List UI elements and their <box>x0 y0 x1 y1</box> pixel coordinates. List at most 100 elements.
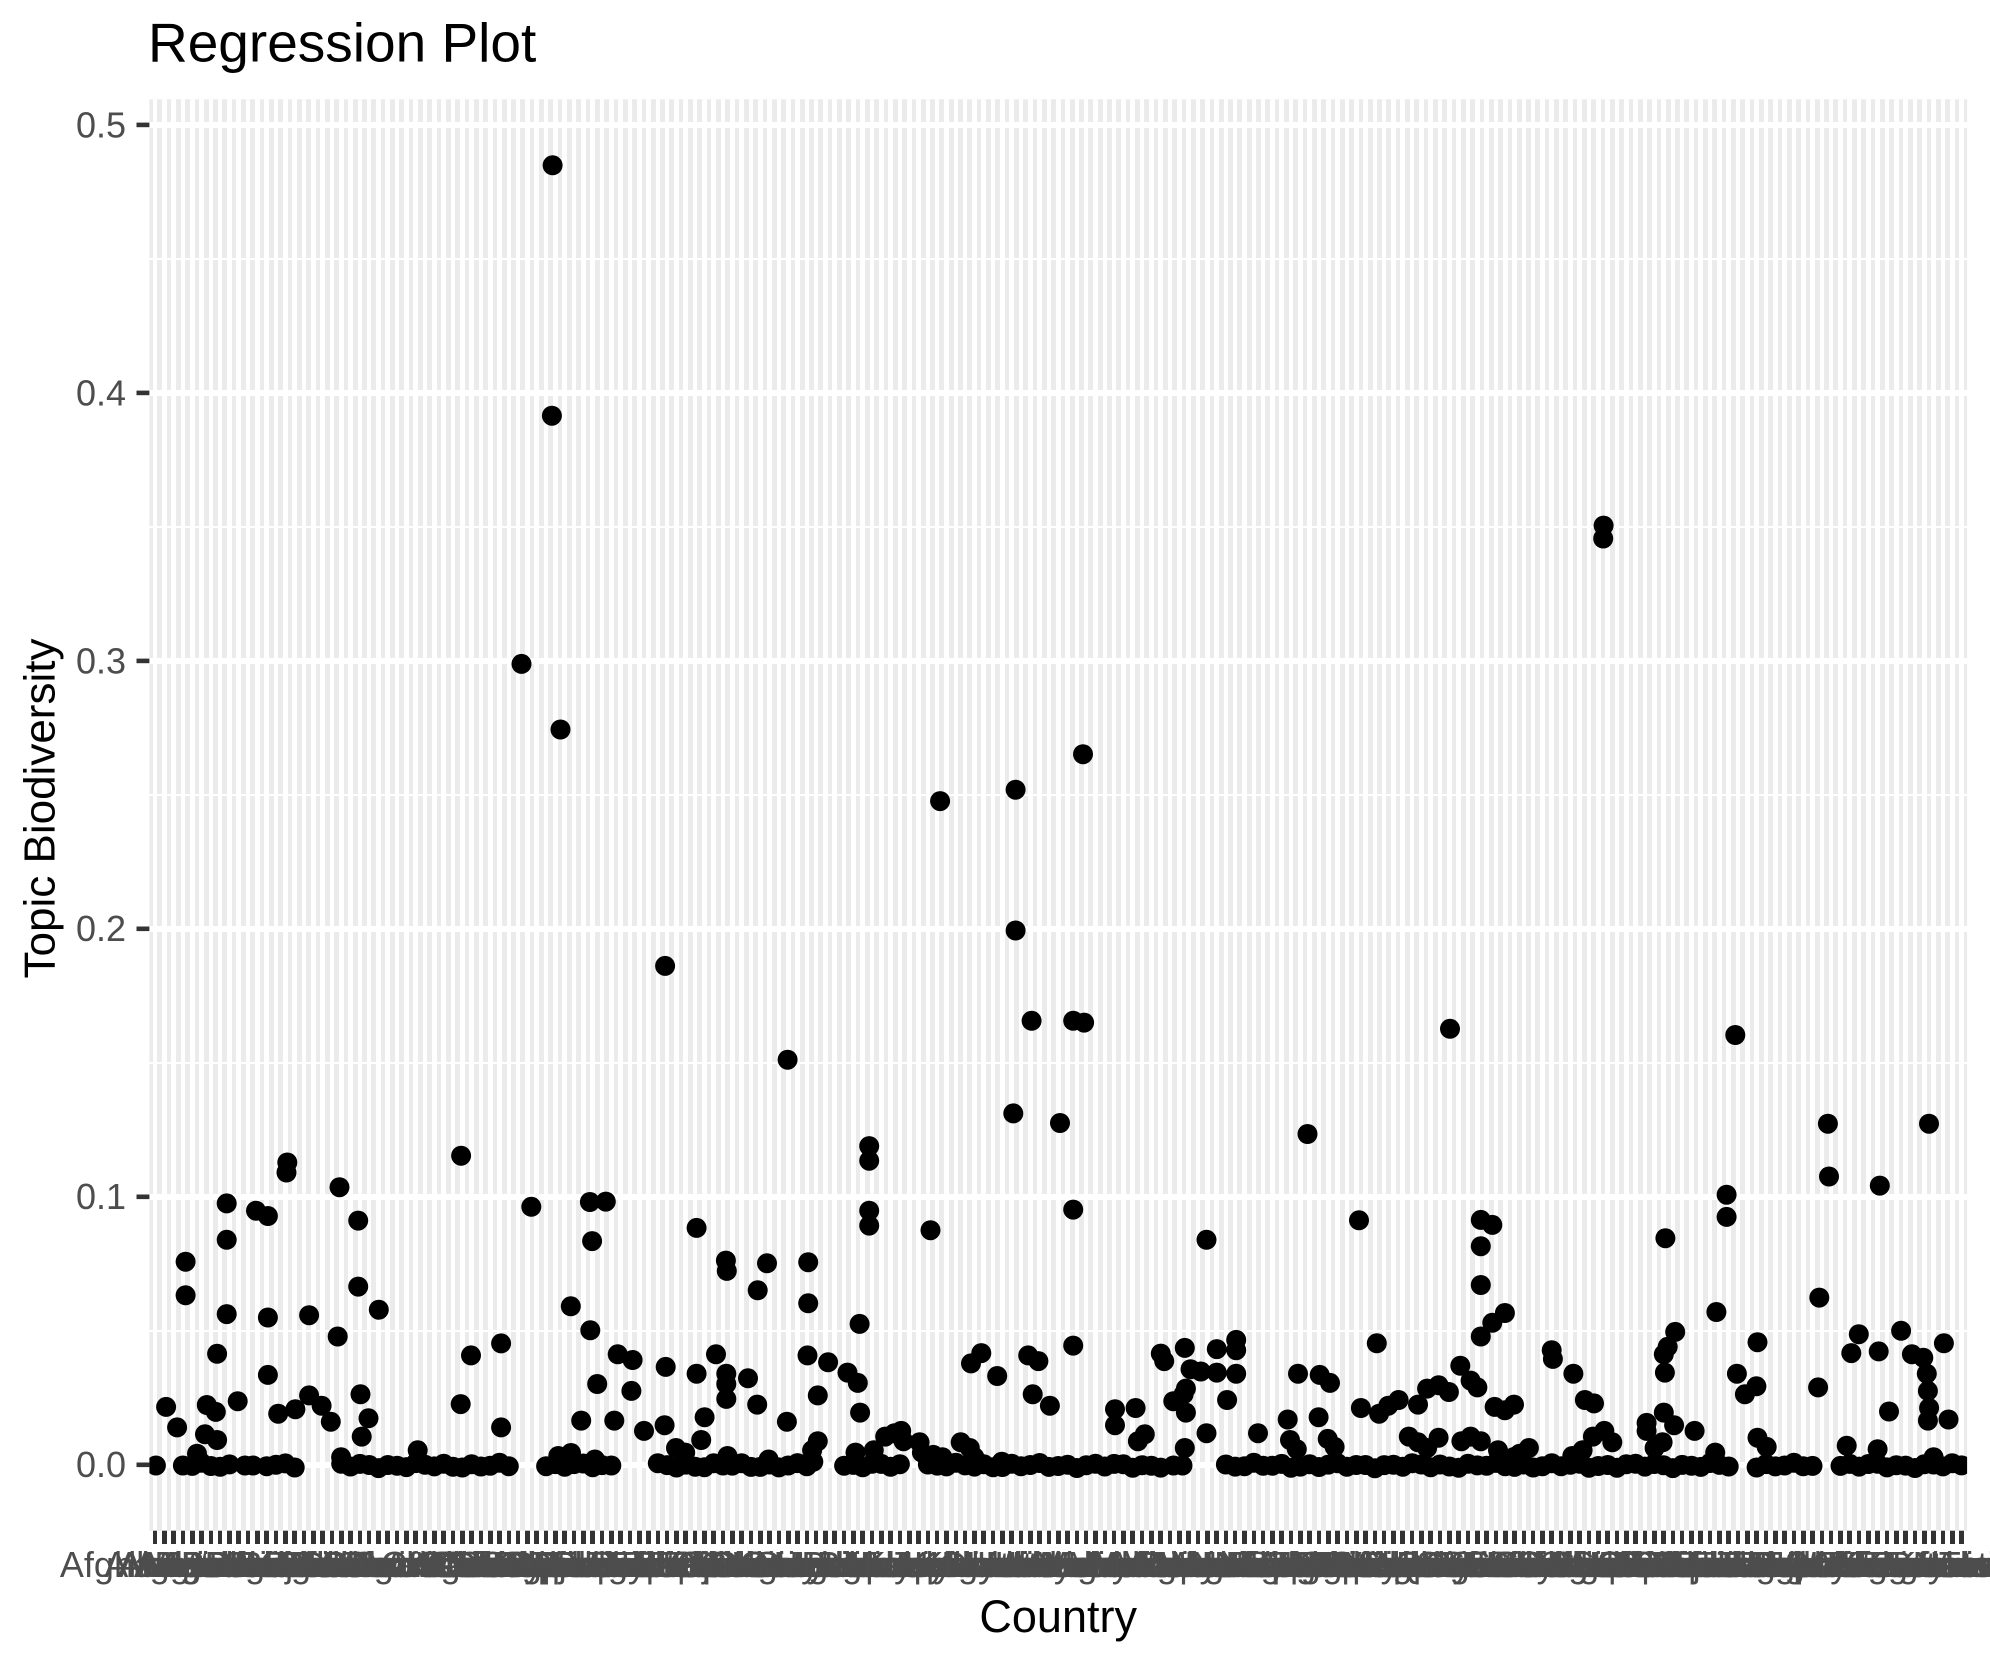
svg-text:Bahrain: Bahrain <box>205 1544 329 1585</box>
svg-text:Jamaica: Jamaica <box>861 1544 996 1585</box>
svg-text:Andorra: Andorra <box>119 1544 248 1585</box>
svg-text:Sri Lanka: Sri Lanka <box>1597 1544 1750 1585</box>
svg-text:Syrian Arab Republic: Syrian Arab Republic <box>1551 1544 1887 1585</box>
svg-text:Venezuela: Venezuela <box>1822 1544 1990 1585</box>
svg-text:Somalia: Somalia <box>1571 1544 1702 1585</box>
svg-text:Nepal: Nepal <box>1225 1544 1319 1585</box>
svg-text:Malta: Malta <box>1089 1544 1178 1585</box>
svg-text:Yemen: Yemen <box>1869 1544 1980 1585</box>
svg-text:Bolivia: Bolivia <box>288 1544 395 1585</box>
svg-text:Sweden: Sweden <box>1636 1544 1766 1585</box>
svg-text:Micronesia: Micronesia <box>1092 1544 1267 1585</box>
svg-text:Kiribati: Kiribati <box>919 1544 1029 1585</box>
svg-text:China: China <box>434 1544 529 1585</box>
svg-text:Democratic Republic of the Con: Democratic Republic of the Congo <box>300 1544 848 1585</box>
svg-text:Romania: Romania <box>1396 1544 1541 1585</box>
svg-text:Mauritius: Mauritius <box>1088 1544 1234 1585</box>
svg-text:Estonia: Estonia <box>607 1544 728 1585</box>
svg-text:Kenya: Kenya <box>914 1544 1017 1585</box>
svg-text:Austria: Austria <box>183 1544 296 1585</box>
svg-text:Anguilla: Anguilla <box>137 1544 266 1585</box>
svg-text:United Kingdom: United Kingdom <box>1722 1544 1978 1585</box>
svg-text:Switzerland: Switzerland <box>1617 1544 1803 1585</box>
svg-text:Palau: Palau <box>1319 1544 1411 1585</box>
svg-text:Ethiopia: Ethiopia <box>621 1544 752 1585</box>
svg-text:Armenia: Armenia <box>153 1544 288 1585</box>
svg-text:Saint Vincent and the Grenadin: Saint Vincent and the Grenadines <box>1246 1544 1784 1585</box>
svg-text:Kazakhstan: Kazakhstan <box>862 1544 1050 1585</box>
svg-text:Honduras: Honduras <box>757 1544 913 1585</box>
svg-text:Kuwait: Kuwait <box>930 1544 1038 1585</box>
svg-text:Djibouti: Djibouti <box>533 1544 653 1585</box>
svg-text:Mozambique: Mozambique <box>1132 1544 1338 1585</box>
svg-text:Paraguay: Paraguay <box>1316 1544 1470 1585</box>
svg-text:Ukraine: Ukraine <box>1769 1544 1893 1585</box>
svg-text:Uruguay: Uruguay <box>1810 1544 1946 1585</box>
svg-text:Cyprus: Cyprus <box>498 1544 612 1585</box>
svg-text:Bhutan: Bhutan <box>275 1544 389 1585</box>
svg-text:Morocco: Morocco <box>1157 1544 1295 1585</box>
svg-text:Iraq: Iraq <box>860 1544 922 1585</box>
svg-text:Ecuador: Ecuador <box>554 1544 688 1585</box>
svg-text:Croatia: Croatia <box>479 1544 596 1585</box>
svg-text:Marshall Islands: Marshall Islands <box>1012 1544 1272 1585</box>
svg-text:Vanuatu: Vanuatu <box>1831 1544 1962 1585</box>
svg-text:Oman: Oman <box>1298 1544 1396 1585</box>
svg-text:Guatemala: Guatemala <box>700 1544 877 1585</box>
svg-text:Cambodia: Cambodia <box>343 1544 508 1585</box>
svg-text:Portugal: Portugal <box>1364 1544 1498 1585</box>
svg-text:Costa Rica: Costa Rica <box>430 1544 607 1585</box>
svg-text:Germany: Germany <box>677 1544 825 1585</box>
svg-text:Regression Plot: Regression Plot <box>148 11 536 73</box>
svg-text:Tunisia: Tunisia <box>1727 1544 1843 1585</box>
svg-text:Turkmenistan: Turkmenistan <box>1695 1544 1912 1585</box>
svg-text:Eritrea: Eritrea <box>605 1544 712 1585</box>
svg-text:Cabo Verde: Cabo Verde <box>321 1544 511 1585</box>
svg-text:Nauru: Nauru <box>1214 1544 1312 1585</box>
svg-text:Georgia: Georgia <box>678 1544 807 1585</box>
svg-text:Indonesia: Indonesia <box>794 1544 951 1585</box>
svg-text:Lao Peoples Democratic Republi: Lao Peoples Democratic Republic <box>731 1544 1273 1585</box>
svg-text:Madagascar: Madagascar <box>987 1544 1185 1585</box>
svg-text:Kosovo: Kosovo <box>1892 1544 1990 1585</box>
svg-text:Malawi: Malawi <box>1039 1544 1151 1585</box>
svg-text:Suriname: Suriname <box>1614 1544 1768 1585</box>
svg-text:Albania: Albania <box>104 1544 225 1585</box>
svg-text:New Zealand: New Zealand <box>1185 1544 1397 1585</box>
svg-text:Tonga: Tonga <box>1717 1544 1816 1585</box>
svg-text:Azerbaijan: Azerbaijan <box>163 1544 333 1585</box>
svg-text:Cote dIvoire: Cote dIvoire <box>430 1544 624 1585</box>
svg-text:0.2: 0.2 <box>76 908 126 949</box>
svg-text:Nigeria: Nigeria <box>1262 1544 1377 1585</box>
svg-text:Poland: Poland <box>1365 1544 1477 1585</box>
svg-text:Greece: Greece <box>711 1544 829 1585</box>
svg-text:Burkina Faso: Burkina Faso <box>291 1544 503 1585</box>
svg-text:0.0: 0.0 <box>76 1444 126 1485</box>
svg-text:Iran: Iran <box>850 1544 912 1585</box>
svg-text:Comoros: Comoros <box>426 1544 572 1585</box>
svg-text:Uzbekistan: Uzbekistan <box>1798 1544 1976 1585</box>
svg-text:Saudi Arabia: Saudi Arabia <box>1450 1544 1655 1585</box>
svg-text:Palestine: Palestine <box>1887 1544 1990 1585</box>
svg-text:Finland: Finland <box>645 1544 763 1585</box>
svg-text:Ireland: Ireland <box>845 1544 955 1585</box>
svg-text:Namibia: Namibia <box>1188 1544 1321 1585</box>
svg-text:Grenada: Grenada <box>709 1544 850 1585</box>
svg-text:Country: Country <box>979 1591 1137 1642</box>
svg-text:Australia: Australia <box>159 1544 300 1585</box>
svg-text:Bahamas: Bahamas <box>181 1544 333 1585</box>
svg-text:Panama: Panama <box>1308 1544 1443 1585</box>
svg-text:Mauritania: Mauritania <box>1067 1544 1236 1585</box>
svg-text:Algeria: Algeria <box>118 1544 231 1585</box>
svg-text:Afghanistan: Afghanistan <box>60 1544 250 1585</box>
svg-text:Bangladesh: Bangladesh <box>181 1544 371 1585</box>
svg-text:Liechtenstein: Liechtenstein <box>952 1544 1164 1585</box>
svg-text:Canada: Canada <box>381 1544 508 1585</box>
svg-text:South Africa: South Africa <box>1548 1544 1743 1585</box>
svg-text:Saint Lucia: Saint Lucia <box>1416 1544 1595 1585</box>
svg-text:Maldives: Maldives <box>1043 1544 1185 1585</box>
svg-text:San Marino: San Marino <box>1441 1544 1625 1585</box>
svg-text:Republic of Moldova: Republic of Moldova <box>1296 1544 1623 1585</box>
svg-text:Gabon: Gabon <box>669 1544 777 1585</box>
svg-text:Brazil: Brazil <box>324 1544 414 1585</box>
